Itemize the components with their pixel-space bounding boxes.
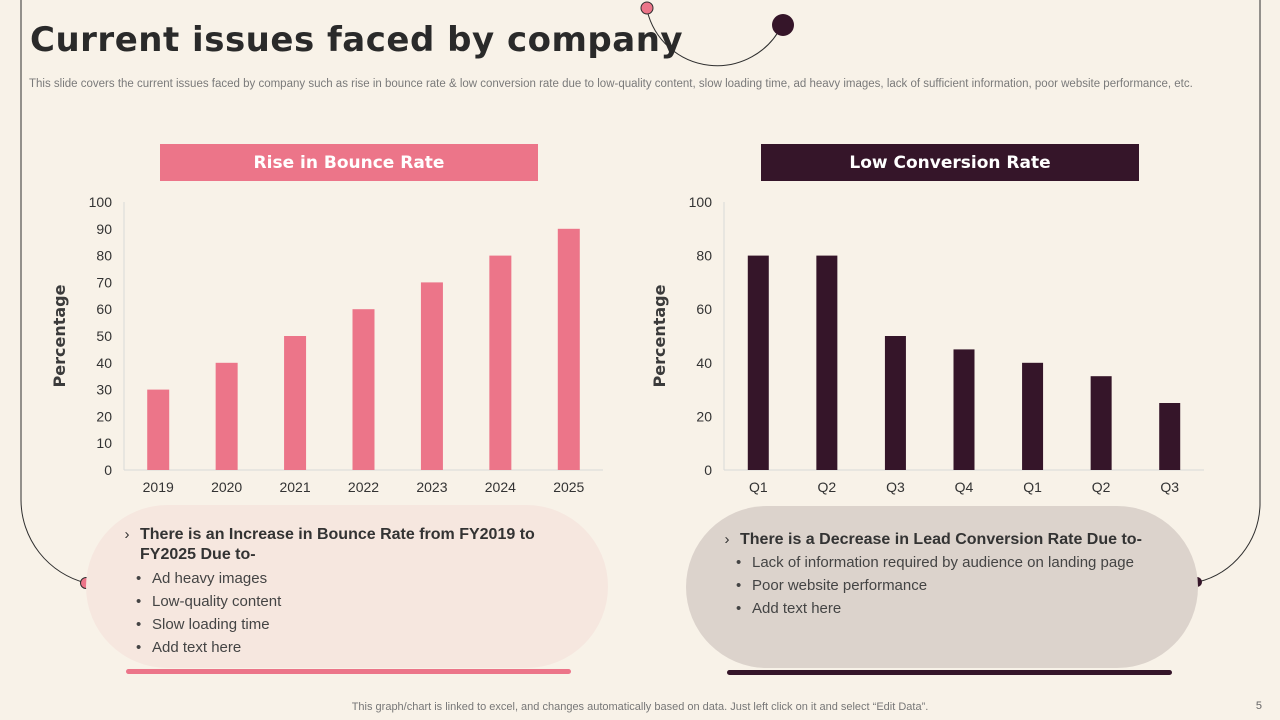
x-tick-label: Q1 — [1023, 479, 1042, 495]
bounce-callout-heading: There is an Increase in Bounce Rate from… — [140, 526, 535, 563]
x-tick-label: 2020 — [211, 479, 242, 495]
list-item: • Add text here — [736, 597, 1150, 620]
x-tick-label: 2019 — [143, 479, 174, 495]
list-item: • Slow loading time — [136, 613, 560, 636]
bullet-icon: • — [736, 577, 742, 594]
x-tick-label: 2025 — [553, 479, 584, 495]
bar-2022 — [352, 309, 375, 470]
chevron-right-icon: › — [724, 531, 730, 548]
x-tick-label: 2022 — [348, 479, 379, 495]
x-tick-label: Q2 — [818, 479, 837, 495]
x-tick-label: 2023 — [416, 479, 447, 495]
chevron-right-icon: › — [124, 526, 130, 543]
bullet-icon: • — [136, 639, 142, 656]
conversion-rate-chart[interactable]: 0 20 40 60 80 100 Q1 Q2 Q3 Q4 Q1 Q2 Q3 Percentage — [640, 190, 1240, 510]
bullet-icon: • — [136, 616, 142, 633]
page-subtitle: This slide covers the current issues fac… — [29, 78, 1193, 90]
page-title: Current issues faced by company — [30, 20, 684, 60]
bar-2024 — [489, 255, 512, 470]
list-item: • Ad heavy images — [136, 567, 560, 590]
y-tick-label: 0 — [704, 462, 712, 478]
bullet-icon: • — [736, 600, 742, 617]
bar-q2 — [1090, 376, 1112, 470]
x-tick-label: 2024 — [485, 479, 516, 495]
y-tick-label: 70 — [96, 274, 112, 290]
bullet-icon: • — [736, 554, 742, 571]
bar-q4 — [953, 349, 975, 470]
bar-q1 — [747, 255, 769, 470]
conversion-rate-panel-title: Low Conversion Rate — [761, 144, 1139, 181]
y-tick-label: 40 — [96, 355, 112, 371]
conversion-callout-underline — [727, 670, 1172, 675]
y-tick-label: 20 — [696, 408, 712, 424]
y-axis-title: Percentage — [50, 284, 69, 387]
x-tick-label: Q3 — [886, 479, 905, 495]
x-tick-label: 2021 — [279, 479, 310, 495]
x-tick-label: Q2 — [1092, 479, 1111, 495]
page-number: 5 — [1255, 700, 1262, 712]
bar-2021 — [284, 336, 307, 470]
x-tick-label: Q3 — [1160, 479, 1179, 495]
y-tick-label: 60 — [96, 301, 112, 317]
bar-2019 — [147, 389, 170, 470]
plum-top-dot-icon — [772, 14, 794, 36]
conversion-rate-callout: › There is a Decrease in Lead Conversion… — [686, 506, 1198, 668]
y-tick-label: 60 — [696, 301, 712, 317]
x-tick-label: Q4 — [955, 479, 974, 495]
x-tick-label: Q1 — [749, 479, 768, 495]
bar-q3 — [884, 336, 906, 470]
bullet-icon: • — [136, 593, 142, 610]
y-axis-title: Percentage — [650, 284, 669, 387]
bar-q2 — [816, 255, 838, 470]
y-tick-label: 20 — [96, 408, 112, 424]
y-tick-label: 30 — [96, 382, 112, 398]
bullet-icon: • — [136, 570, 142, 587]
y-tick-label: 50 — [96, 328, 112, 344]
list-item: • Add text here — [136, 636, 560, 659]
bounce-callout-underline — [126, 669, 571, 674]
bar-2023 — [420, 282, 443, 470]
bar-2020 — [215, 362, 238, 470]
bounce-rate-chart[interactable]: 0 10 20 30 40 50 60 70 80 90 100 2019 2020 2021 2022 20… — [40, 190, 640, 510]
list-item: • Lack of information required by audienc… — [736, 551, 1150, 574]
y-tick-label: 0 — [104, 462, 112, 478]
y-tick-label: 100 — [689, 194, 713, 210]
y-tick-label: 80 — [696, 248, 712, 264]
conversion-callout-heading: There is a Decrease in Lead Conversion R… — [740, 531, 1142, 548]
bounce-rate-panel-title: Rise in Bounce Rate — [160, 144, 538, 181]
y-tick-label: 40 — [696, 355, 712, 371]
footer-note: This graph/chart is linked to excel, and… — [351, 701, 929, 713]
bar-2025 — [557, 228, 580, 470]
y-tick-label: 90 — [96, 221, 112, 237]
pink-top-dot-icon — [640, 1, 654, 15]
y-tick-label: 100 — [89, 194, 113, 210]
bar-q1 — [1022, 362, 1044, 470]
bounce-rate-callout: › There is an Increase in Bounce Rate fr… — [86, 505, 608, 668]
y-tick-label: 80 — [96, 248, 112, 264]
bar-q3 — [1159, 403, 1181, 470]
y-tick-label: 10 — [96, 435, 112, 451]
list-item: • Poor website performance — [736, 574, 1150, 597]
list-item: • Low-quality content — [136, 590, 560, 613]
